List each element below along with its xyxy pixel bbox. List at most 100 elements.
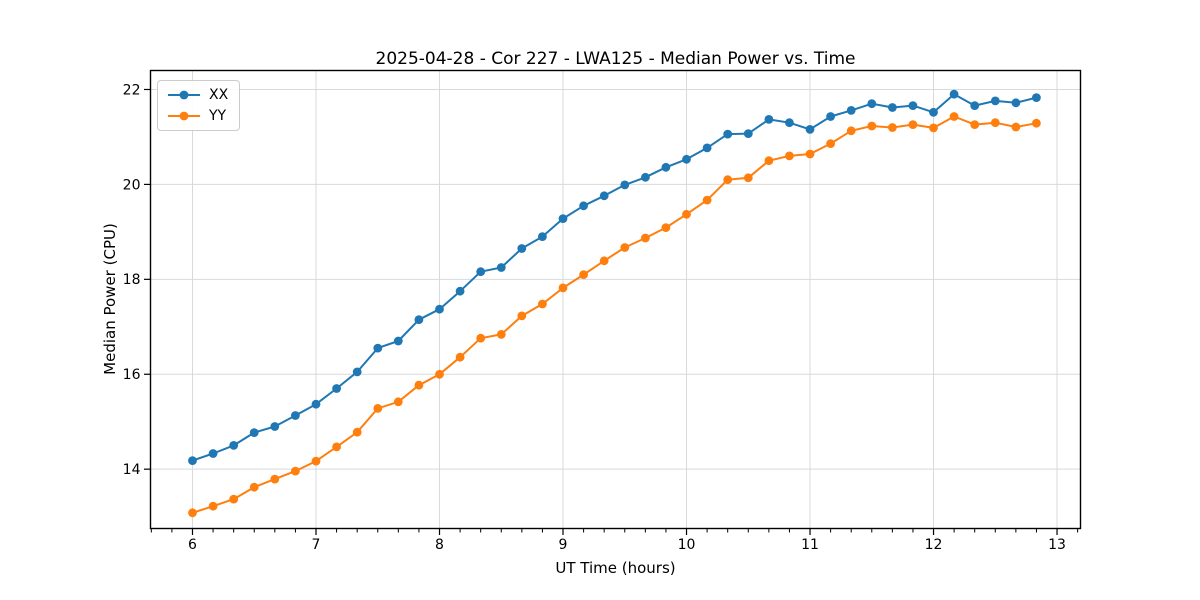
data-point-YY: [455, 352, 465, 362]
data-point-YY: [517, 311, 527, 321]
data-point-XX: [929, 107, 938, 117]
data-point-XX: [743, 129, 753, 139]
data-point-XX: [496, 263, 506, 272]
data-point-YY: [332, 442, 341, 452]
data-point-YY: [496, 330, 506, 339]
chart-title: 2025-04-28 - Cor 227 - LWA125 - Median P…: [375, 49, 856, 69]
x-tick-label: 8: [435, 537, 444, 553]
data-point-XX: [888, 103, 897, 112]
data-point-XX: [846, 106, 856, 115]
data-point-XX: [661, 162, 671, 172]
data-point-XX: [764, 115, 774, 124]
data-point-XX: [414, 315, 424, 325]
data-point-YY: [270, 474, 280, 484]
data-point-XX: [373, 343, 383, 353]
data-point-YY: [579, 270, 588, 279]
data-point-XX: [352, 367, 362, 377]
legend-label: YY: [209, 108, 227, 124]
y-tick-label: 16: [123, 367, 141, 383]
data-point-YY: [970, 120, 980, 129]
data-point-XX: [908, 101, 918, 110]
data-point-XX: [229, 441, 239, 450]
data-point-YY: [661, 223, 671, 233]
data-point-YY: [188, 508, 197, 518]
data-point-XX: [1011, 98, 1021, 108]
data-point-XX: [188, 456, 197, 465]
data-point-YY: [785, 151, 794, 161]
legend-item-XX: XX: [166, 86, 228, 104]
data-point-YY: [682, 209, 691, 219]
data-point-XX: [682, 154, 691, 164]
data-point-XX: [990, 96, 1000, 106]
data-point-YY: [538, 299, 547, 309]
data-point-YY: [476, 333, 486, 343]
data-point-YY: [558, 283, 568, 293]
data-point-YY: [743, 173, 753, 183]
data-point-XX: [517, 244, 527, 253]
data-point-YY: [641, 233, 650, 243]
legend-marker-icon: [168, 111, 200, 121]
data-point-YY: [208, 501, 218, 511]
data-point-XX: [620, 180, 630, 190]
data-point-YY: [1011, 122, 1021, 132]
data-point-YY: [764, 156, 774, 166]
data-point-XX: [291, 411, 300, 420]
data-point-XX: [435, 304, 444, 314]
data-point-XX: [455, 286, 465, 296]
data-point-YY: [311, 456, 321, 466]
data-point-YY: [990, 118, 1000, 128]
x-tick-label: 7: [312, 537, 321, 553]
data-point-YY: [867, 121, 877, 131]
data-point-YY: [229, 494, 239, 504]
data-point-YY: [888, 123, 897, 132]
data-point-YY: [929, 123, 938, 133]
data-point-XX: [826, 112, 835, 121]
data-point-YY: [435, 369, 444, 379]
x-tick-label: 12: [925, 537, 943, 553]
data-point-YY: [249, 482, 259, 492]
x-tick-label: 10: [678, 537, 696, 553]
y-tick-label: 22: [123, 82, 141, 98]
legend-item-YY: YY: [166, 107, 228, 125]
x-tick-label: 13: [1048, 537, 1066, 553]
x-tick-label: 9: [559, 537, 568, 553]
legend-label: XX: [209, 87, 229, 103]
data-point-YY: [949, 112, 959, 121]
data-point-YY: [908, 120, 918, 129]
data-point-YY: [291, 466, 300, 476]
legend: XX YY: [157, 80, 241, 131]
data-point-YY: [620, 243, 630, 252]
data-point-XX: [723, 129, 733, 139]
data-point-XX: [393, 336, 403, 346]
data-point-YY: [393, 397, 403, 407]
data-point-XX: [970, 101, 980, 110]
data-point-YY: [373, 404, 383, 413]
data-point-XX: [270, 422, 280, 431]
x-tick-label: 11: [801, 537, 819, 553]
y-tick-label: 14: [123, 462, 141, 478]
data-point-YY: [414, 380, 424, 390]
data-point-XX: [249, 428, 259, 437]
data-point-YY: [352, 427, 362, 437]
data-point-XX: [949, 89, 959, 99]
data-point-XX: [867, 99, 877, 109]
data-point-YY: [702, 195, 712, 205]
data-point-XX: [538, 232, 547, 242]
data-point-YY: [723, 175, 733, 185]
data-point-YY: [826, 139, 835, 149]
data-point-XX: [599, 191, 609, 201]
x-tick-label: 6: [188, 537, 197, 553]
data-point-XX: [311, 399, 321, 409]
x-axis-label: UT Time (hours): [555, 559, 676, 577]
y-tick-label: 18: [123, 272, 141, 288]
data-point-XX: [1032, 93, 1041, 102]
y-tick-label: 20: [123, 177, 141, 193]
data-point-XX: [785, 118, 794, 128]
data-point-XX: [332, 384, 341, 393]
axes-spines: [149, 69, 1082, 530]
data-point-XX: [208, 449, 218, 458]
data-point-XX: [641, 172, 650, 182]
data-point-XX: [558, 214, 568, 224]
series-line-YY: [191, 115, 1038, 514]
